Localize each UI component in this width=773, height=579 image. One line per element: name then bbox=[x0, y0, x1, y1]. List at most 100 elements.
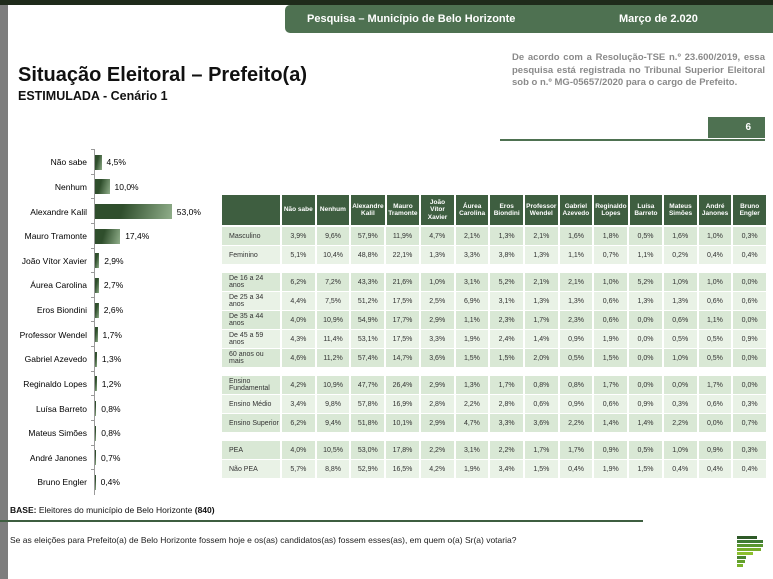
table-cell: 0,5% bbox=[629, 227, 662, 245]
table-cell: 0,9% bbox=[629, 395, 662, 413]
table-column-header: Luísa Barreto bbox=[629, 195, 663, 225]
table-row-label: Não PEA bbox=[222, 460, 280, 478]
table-cell: 10,1% bbox=[386, 414, 419, 432]
table-cell: 2,2% bbox=[420, 441, 454, 459]
table-cell: 1,4% bbox=[629, 414, 662, 432]
chart-value-label: 0,8% bbox=[101, 428, 121, 439]
table-cell: 1,3% bbox=[525, 292, 558, 310]
table-cell: 9,4% bbox=[316, 414, 350, 432]
table-cell: 6,2% bbox=[282, 414, 315, 432]
table-cell: 53,1% bbox=[351, 330, 385, 348]
table-cell: 1,3% bbox=[629, 292, 662, 310]
table-cell: 0,3% bbox=[733, 227, 766, 245]
chart-bar bbox=[95, 302, 99, 318]
base-count: (840) bbox=[194, 505, 215, 515]
chart-value-label: 2,7% bbox=[103, 280, 124, 291]
chart-row: João Vítor Xavier 2,9% bbox=[8, 247, 222, 274]
table-cell: 10,5% bbox=[316, 441, 350, 459]
research-institute-logo bbox=[737, 536, 765, 567]
chart-value-label: 53,0% bbox=[176, 206, 201, 217]
chart-bar-area: 0,4% bbox=[91, 469, 222, 495]
table-cell: 2,8% bbox=[420, 395, 454, 413]
chart-category-label: Nenhum bbox=[54, 181, 87, 192]
table-cell: 16,9% bbox=[386, 395, 419, 413]
table-cell: 51,2% bbox=[351, 292, 385, 310]
logo-bar bbox=[737, 536, 757, 539]
table-column-header: Mauro Tramonte bbox=[386, 195, 420, 225]
table-cell: 1,7% bbox=[559, 441, 593, 459]
table-row-label: De 16 a 24 anos bbox=[222, 273, 280, 291]
table-cell: 54,9% bbox=[351, 311, 385, 329]
table-cell: 4,2% bbox=[420, 460, 454, 478]
table-cell: 22,1% bbox=[386, 246, 419, 264]
chart-category-label: Alexandre Kalil bbox=[30, 206, 87, 217]
table-cell: 2,1% bbox=[455, 227, 489, 245]
table-cell: 0,9% bbox=[559, 395, 593, 413]
table-cell: 2,3% bbox=[559, 311, 593, 329]
chart-row: Eros Biondini 2,6% bbox=[8, 296, 222, 323]
table-cell: 0,4% bbox=[559, 460, 593, 478]
table-cell: 3,4% bbox=[282, 395, 315, 413]
chart-value-label: 2,6% bbox=[103, 305, 124, 316]
chart-bar-area: 0,8% bbox=[91, 419, 222, 446]
table-cell: 3,1% bbox=[490, 292, 523, 310]
chart-row: Mauro Tramonte 17,4% bbox=[8, 222, 222, 249]
table-row-label: Ensino Fundamental bbox=[222, 376, 280, 394]
table-cell: 1,0% bbox=[663, 349, 697, 367]
table-cell: 7,2% bbox=[316, 273, 350, 291]
chart-row: Nenhum 10,0% bbox=[8, 173, 222, 200]
table-cell: 0,3% bbox=[733, 441, 766, 459]
table-cell: 0,5% bbox=[698, 349, 732, 367]
chart-bar-area: 1,7% bbox=[91, 321, 222, 347]
table-cell: 2,9% bbox=[420, 414, 454, 432]
table-cell: 47,7% bbox=[351, 376, 385, 394]
table-cell: 1,3% bbox=[420, 246, 454, 264]
table-cell: 0,7% bbox=[733, 414, 766, 432]
table-row: Não PEA 5,7% 8,8% 52,9% 16,5% 4,2% 1,9% 3,4% 1,5… bbox=[222, 460, 766, 478]
table-cell: 0,4% bbox=[698, 460, 732, 478]
table-cell: 1,6% bbox=[663, 227, 697, 245]
table-cell: 57,9% bbox=[351, 227, 385, 245]
table-row: Ensino Superior 6,2% 9,4% 51,8% 10,1% 2,9% 4,7… bbox=[222, 414, 766, 432]
table-cell: 1,5% bbox=[490, 349, 523, 367]
table-cell: 4,7% bbox=[420, 227, 454, 245]
chart-bar bbox=[95, 425, 97, 441]
table-cell: 3,3% bbox=[420, 330, 454, 348]
table-cell: 17,8% bbox=[386, 441, 419, 459]
chart-category-label: Gabriel Azevedo bbox=[24, 354, 87, 365]
table-row: De 45 a 59 anos 4,3% 11,4% 53,1% 17,5% 3,3% 1,… bbox=[222, 330, 766, 348]
bar-chart: Não sabe 4,5% Nenhum 10,0% Alexandre Kalil 53… bbox=[8, 149, 222, 495]
table-row-label: Feminino bbox=[222, 246, 280, 264]
page-title: Situação Eleitoral – Prefeito(a) bbox=[18, 64, 307, 86]
table-cell: 57,8% bbox=[351, 395, 385, 413]
chart-category-label: Bruno Engler bbox=[37, 477, 87, 488]
chart-bar-area: 10,0% bbox=[91, 173, 222, 200]
table-cell: 48,8% bbox=[351, 246, 385, 264]
table-column-header: Áurea Carolina bbox=[455, 195, 489, 225]
table-row-label: Masculino bbox=[222, 227, 280, 245]
table-group-gap bbox=[222, 433, 766, 441]
table-cell: 0,9% bbox=[559, 330, 593, 348]
table-column-header: João Vítor Xavier bbox=[421, 195, 454, 225]
table-cell: 4,0% bbox=[282, 311, 315, 329]
table-cell: 57,4% bbox=[351, 349, 385, 367]
table-row-label: Ensino Superior bbox=[222, 414, 280, 432]
table-cell: 0,5% bbox=[629, 441, 662, 459]
table-column-header: Mateus Simões bbox=[664, 195, 697, 225]
table-cell: 2,3% bbox=[490, 311, 523, 329]
top-strip bbox=[0, 0, 773, 5]
table-cell: 1,3% bbox=[559, 292, 593, 310]
table-row-label: 60 anos ou mais bbox=[222, 349, 280, 367]
table-cell: 0,6% bbox=[594, 292, 628, 310]
table-cell: 0,0% bbox=[629, 376, 662, 394]
page-number-badge: 6 bbox=[708, 117, 765, 138]
page-subtitle: ESTIMULADA - Cenário 1 bbox=[18, 89, 168, 103]
chart-category-label: Reginaldo Lopes bbox=[23, 378, 87, 389]
table-row-label: De 35 a 44 anos bbox=[222, 311, 280, 329]
table-cell: 0,6% bbox=[525, 395, 558, 413]
chart-value-label: 1,3% bbox=[101, 354, 122, 365]
table-row: De 35 a 44 anos 4,0% 10,9% 54,9% 17,7% 2,9% 1,… bbox=[222, 311, 766, 329]
table-cell: 0,5% bbox=[559, 349, 593, 367]
chart-value-label: 4,5% bbox=[106, 157, 126, 168]
table-cell: 0,6% bbox=[594, 311, 628, 329]
